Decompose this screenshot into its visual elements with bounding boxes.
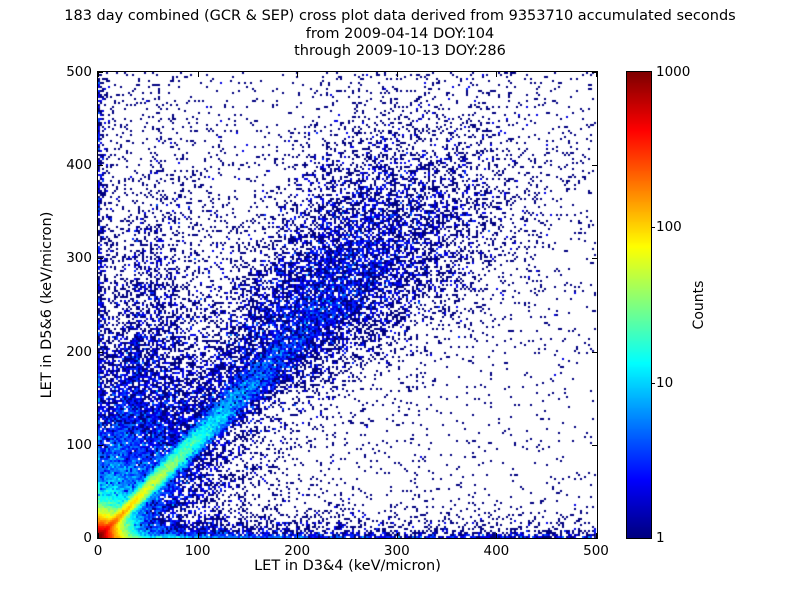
colorbar bbox=[626, 71, 652, 539]
chart-title: 183 day combined (GCR & SEP) cross plot … bbox=[64, 8, 736, 24]
scatter-density-canvas bbox=[98, 72, 597, 538]
plot-area bbox=[97, 71, 598, 539]
chart-subtitle-from: from 2009-04-14 DOY:104 bbox=[305, 26, 495, 42]
colorbar-tick-label: 100 bbox=[656, 219, 682, 235]
x-axis-label: LET in D3&4 (keV/micron) bbox=[254, 558, 441, 574]
y-tick-label: 100 bbox=[66, 437, 92, 453]
colorbar-tick-label: 1000 bbox=[656, 64, 691, 80]
colorbar-label: Counts bbox=[691, 280, 707, 330]
colorbar-gradient-canvas bbox=[627, 72, 651, 538]
colorbar-tick-label: 10 bbox=[656, 375, 674, 391]
chart-subtitle-through: through 2009-10-13 DOY:286 bbox=[294, 43, 506, 59]
colorbar-tick-label: 1 bbox=[656, 530, 665, 546]
y-axis-label: LET in D5&6 (keV/micron) bbox=[39, 211, 55, 399]
y-tick-label: 400 bbox=[66, 157, 92, 173]
y-tick-label: 500 bbox=[66, 64, 92, 80]
y-tick-label: 0 bbox=[83, 530, 92, 546]
